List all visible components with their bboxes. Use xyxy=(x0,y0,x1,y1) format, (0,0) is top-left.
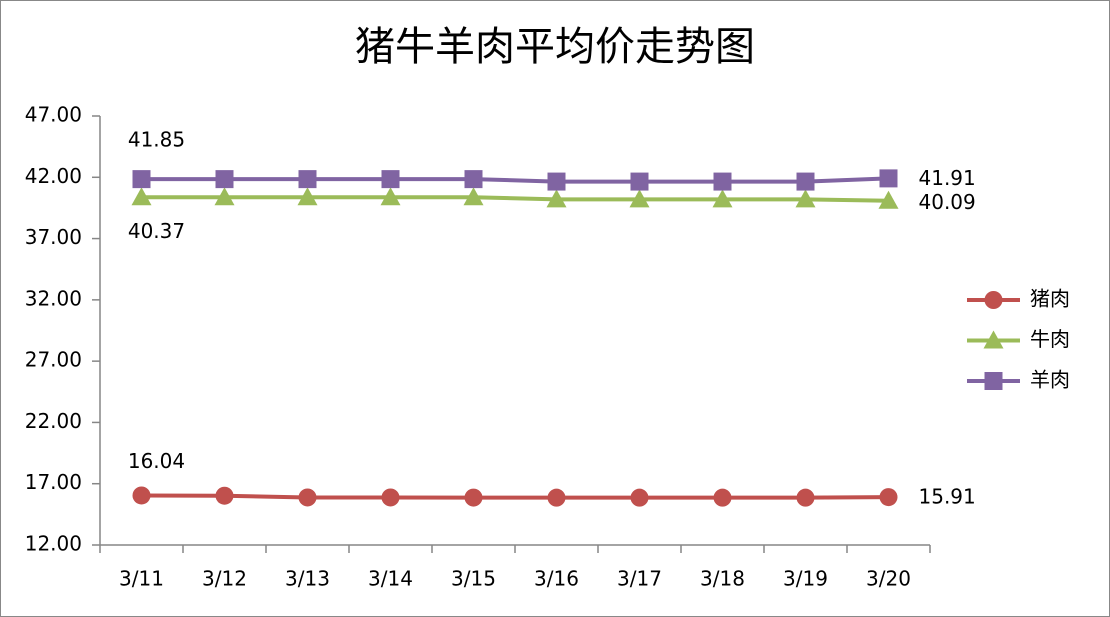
point xyxy=(547,488,566,507)
series-line xyxy=(141,493,889,500)
series-line xyxy=(141,195,889,203)
point xyxy=(132,170,151,189)
y-tick-label: 17.00 xyxy=(25,470,82,494)
point xyxy=(879,169,898,188)
point xyxy=(464,488,483,507)
x-tick-label: 3/20 xyxy=(866,567,911,591)
point xyxy=(297,187,318,206)
x-tick-label: 3/16 xyxy=(534,567,579,591)
legend-label: 羊肉 xyxy=(1030,368,1070,392)
data-label: 16.04 xyxy=(128,449,185,473)
point xyxy=(795,189,816,208)
data-label: 15.91 xyxy=(919,485,976,509)
data-label: 41.85 xyxy=(128,128,185,152)
point xyxy=(713,488,732,507)
y-tick-label: 12.00 xyxy=(25,532,82,556)
legend-label: 牛肉 xyxy=(1030,327,1070,351)
point xyxy=(796,172,815,191)
y-tick-label: 47.00 xyxy=(25,103,82,127)
point xyxy=(547,172,566,191)
y-tick-label: 32.00 xyxy=(25,286,82,310)
point xyxy=(630,172,649,191)
point xyxy=(380,187,401,206)
x-tick-label: 3/19 xyxy=(783,567,828,591)
point xyxy=(712,189,733,208)
legend-marker xyxy=(984,291,1003,309)
y-tick-label: 22.00 xyxy=(25,409,82,433)
point xyxy=(214,187,235,206)
point xyxy=(630,488,649,507)
x-tick-label: 3/18 xyxy=(700,567,745,591)
point xyxy=(713,172,732,191)
chart-title: 猪牛羊肉平均价走势图 xyxy=(355,24,755,70)
y-tick-label: 37.00 xyxy=(25,225,82,249)
data-label: 41.91 xyxy=(919,166,976,190)
x-tick-label: 3/12 xyxy=(202,567,247,591)
point xyxy=(796,488,815,507)
point xyxy=(215,486,234,505)
point xyxy=(878,190,899,209)
point xyxy=(298,488,317,507)
x-tick-label: 3/11 xyxy=(119,567,164,591)
point xyxy=(629,189,650,208)
legend-marker xyxy=(984,372,1003,390)
x-tick-label: 3/13 xyxy=(285,567,330,591)
legend-label: 猪肉 xyxy=(1030,287,1070,311)
point xyxy=(215,170,234,189)
series-line xyxy=(141,176,889,184)
y-tick-label: 42.00 xyxy=(25,164,82,188)
legend-marker xyxy=(983,330,1004,349)
point xyxy=(298,170,317,189)
point xyxy=(463,187,484,206)
data-label: 40.37 xyxy=(128,219,185,243)
point xyxy=(464,170,483,189)
point xyxy=(879,488,898,507)
point xyxy=(131,187,152,206)
x-tick-label: 3/17 xyxy=(617,567,662,591)
x-tick-label: 3/15 xyxy=(451,567,496,591)
point xyxy=(381,488,400,507)
y-tick-label: 27.00 xyxy=(25,348,82,372)
point xyxy=(132,486,151,505)
point xyxy=(546,189,567,208)
point xyxy=(381,170,400,189)
data-label: 40.09 xyxy=(919,190,976,214)
x-tick-label: 3/14 xyxy=(368,567,413,591)
